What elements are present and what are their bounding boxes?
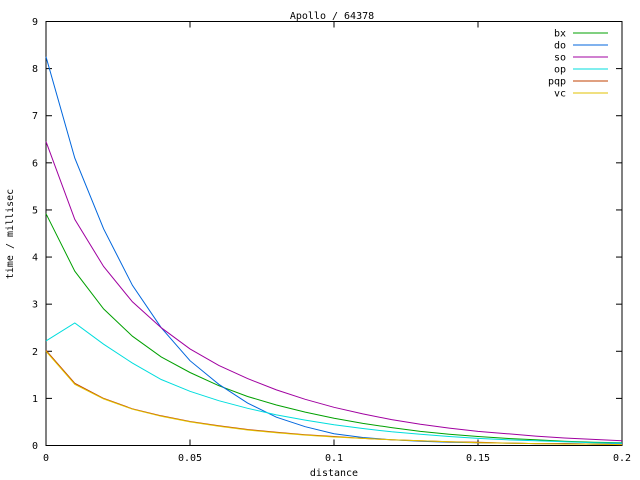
x-tick-label: 0.1 xyxy=(325,453,343,464)
y-tick-label: 0 xyxy=(32,441,38,452)
x-tick-label: 0.2 xyxy=(613,453,631,464)
legend-label-pqp: pqp xyxy=(548,77,566,88)
series-lines xyxy=(45,56,623,446)
y-tick-label: 5 xyxy=(32,205,38,216)
series-line-bx xyxy=(45,213,623,444)
series-line-pqp xyxy=(45,349,623,446)
series-line-vc xyxy=(45,350,623,446)
y-tick-label: 9 xyxy=(32,17,38,28)
y-tick-label: 3 xyxy=(32,300,38,311)
x-tick-label: 0.15 xyxy=(466,453,490,464)
y-axis-title: time / millisec xyxy=(5,189,16,279)
chart-title: Apollo / 64378 xyxy=(290,11,374,22)
series-line-so xyxy=(45,141,623,442)
series-line-do xyxy=(45,56,622,445)
x-axis: 0 0.05 0.1 0.15 0.2 xyxy=(43,21,631,464)
y-axis: 0 1 2 3 4 5 6 7 8 9 xyxy=(32,17,622,452)
legend-label-vc: vc xyxy=(554,89,566,100)
series-line-op xyxy=(45,322,623,444)
y-tick-label: 7 xyxy=(32,111,38,122)
y-tick-label: 6 xyxy=(32,158,38,169)
x-tick-label: 0.05 xyxy=(178,453,202,464)
x-tick-label: 0 xyxy=(43,453,49,464)
legend-label-bx: bx xyxy=(554,29,566,40)
legend-label-op: op xyxy=(554,65,566,76)
y-tick-label: 1 xyxy=(32,394,38,405)
plot-frame xyxy=(45,21,623,446)
y-tick-label: 8 xyxy=(32,64,38,75)
x-axis-title: distance xyxy=(310,468,358,479)
legend-label-do: do xyxy=(554,41,566,52)
y-tick-label: 2 xyxy=(32,347,38,358)
y-tick-label: 4 xyxy=(32,253,38,264)
legend-label-so: so xyxy=(554,53,566,64)
